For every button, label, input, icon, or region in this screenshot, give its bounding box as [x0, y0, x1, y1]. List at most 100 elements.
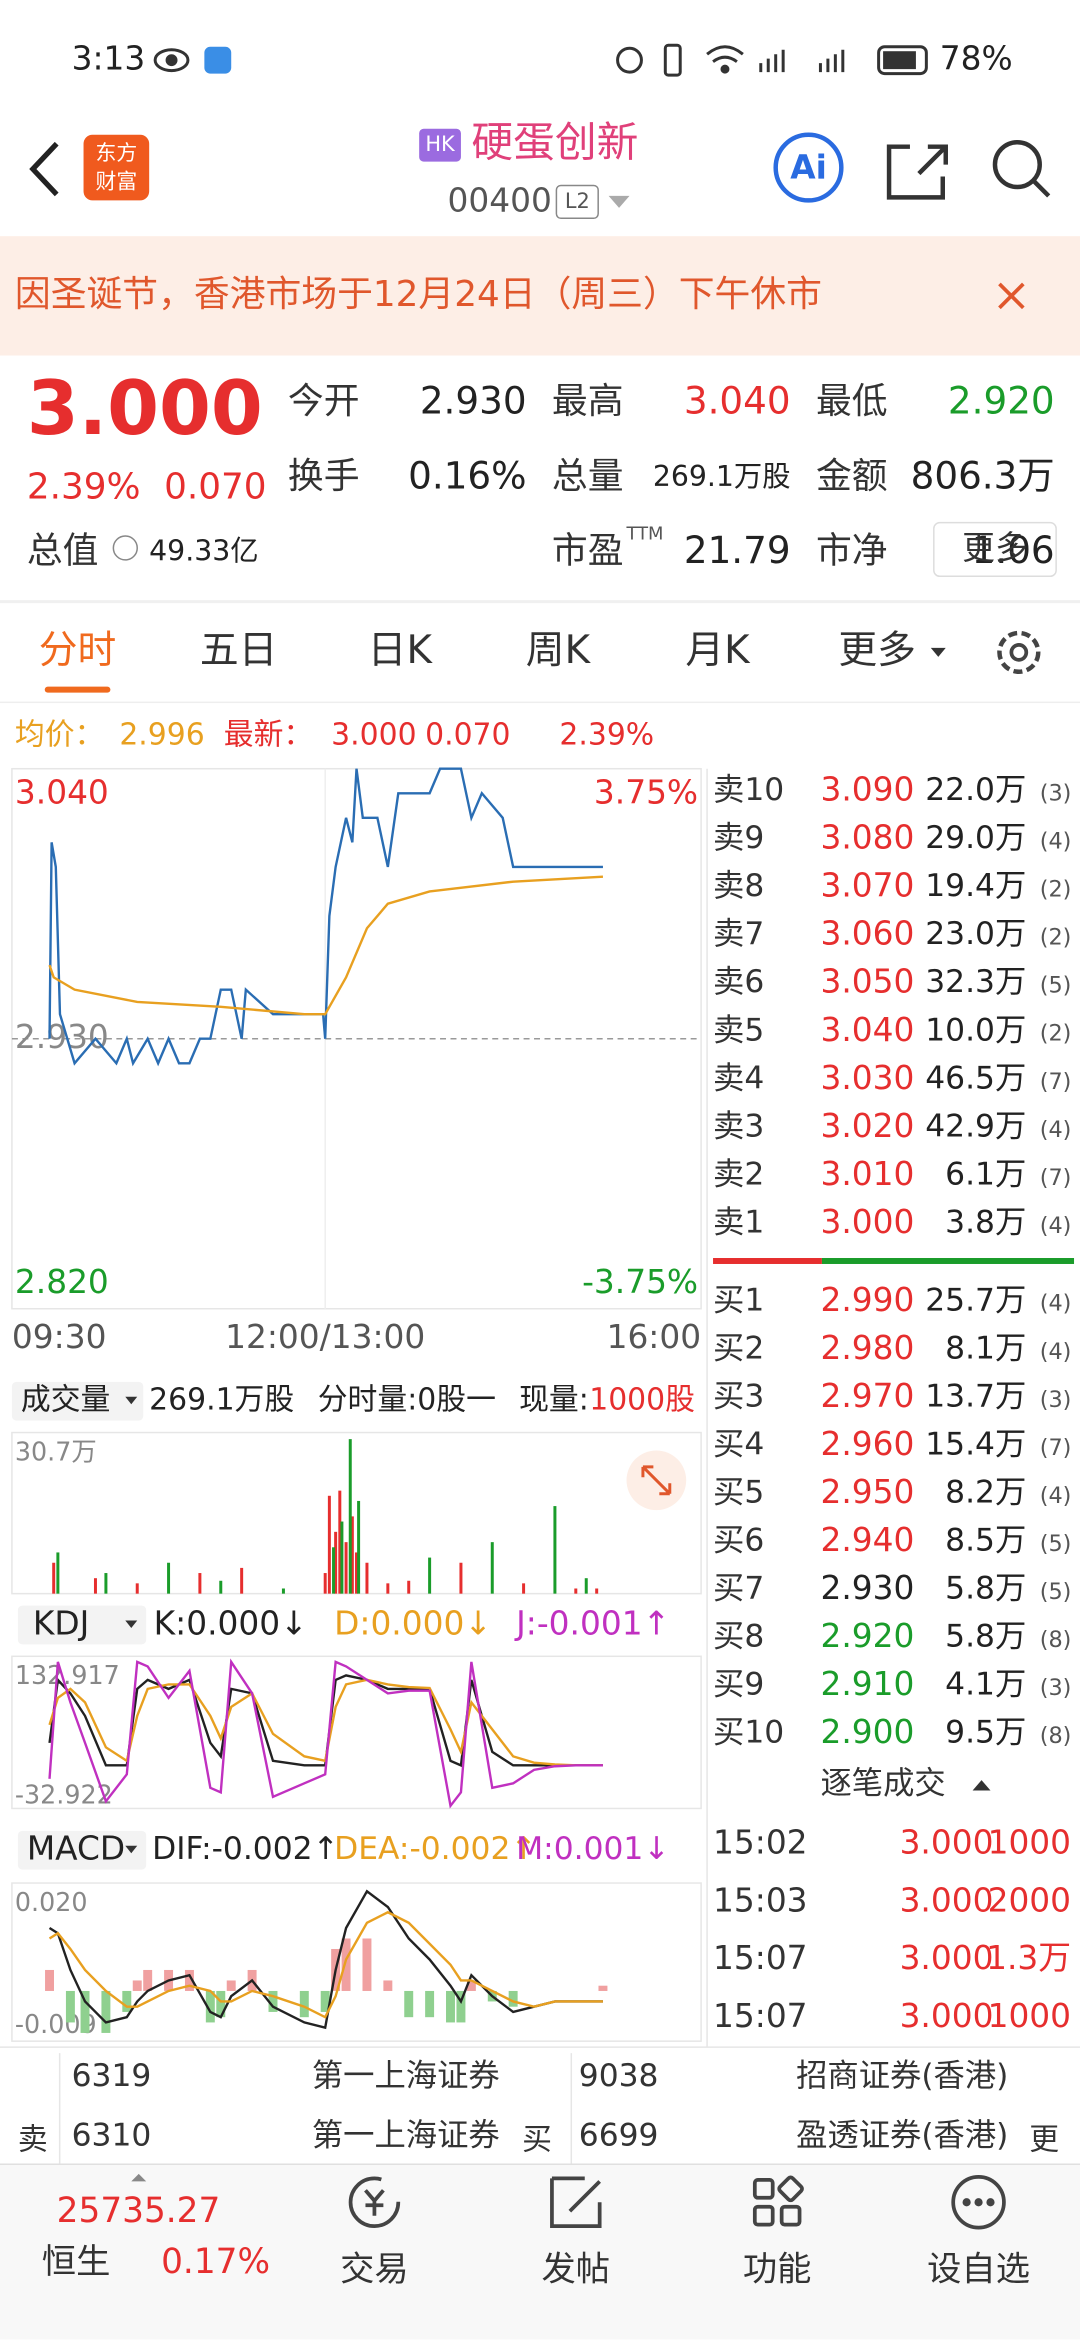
search-button[interactable] [992, 139, 1051, 198]
order-count: (3) [1040, 781, 1072, 807]
order-count: (8) [1040, 1627, 1072, 1653]
volume-dropdown[interactable] [125, 1396, 138, 1405]
info-icon[interactable] [112, 535, 138, 561]
order-count: (4) [1040, 1291, 1072, 1317]
ai-button[interactable] [773, 132, 844, 203]
stock-title: 硬蛋创新 [471, 118, 638, 167]
share-button[interactable] [886, 144, 948, 200]
tab[interactable]: 五日 [200, 628, 278, 673]
divider [0, 2163, 1080, 2165]
order-volume: 6.1万 [945, 1156, 1026, 1192]
order-count: (4) [1040, 1483, 1072, 1509]
bottom-nav [0, 2163, 1080, 2340]
order-label: 卖4 [713, 1060, 764, 1096]
volume-bar [219, 1580, 223, 1594]
trade-volume: 1000 [988, 1824, 1071, 1862]
more-button[interactable] [933, 521, 1057, 578]
settings-button[interactable] [997, 630, 1041, 675]
volume-bar [357, 1500, 361, 1594]
kdj-J [48, 1658, 603, 1809]
tab-dropdown[interactable] [930, 647, 946, 657]
stat-label: 市净 [816, 530, 888, 571]
volume-bar [93, 1578, 97, 1594]
kdj-selector[interactable] [17, 1605, 147, 1645]
macd-selector[interactable] [17, 1830, 147, 1870]
order-price: 2.930 [821, 1569, 915, 1607]
order-count: (4) [1040, 829, 1072, 855]
volume-bar [344, 1542, 348, 1594]
nav-item[interactable]: 设自选 [927, 2249, 1030, 2289]
stat-value: 3.040 [684, 379, 791, 423]
stat-label: 最高 [552, 381, 624, 422]
nav-item[interactable]: 功能 [743, 2249, 812, 2289]
order-volume: 46.5万 [925, 1060, 1026, 1096]
volume-bar [332, 1547, 336, 1594]
trade-price: 3.000 [900, 1939, 994, 1977]
order-volume: 8.1万 [945, 1330, 1026, 1366]
macd-bar [456, 1990, 466, 2023]
order-count: (2) [1040, 877, 1072, 903]
ai-text[interactable]: Ai [790, 149, 827, 187]
stat-label: 换手 [288, 456, 360, 497]
broker-more[interactable]: 更 [1029, 2123, 1059, 2158]
tab[interactable]: 月K [685, 628, 751, 673]
order-label: 买9 [713, 1667, 764, 1703]
index-value[interactable]: 25735.27 [57, 2191, 221, 2231]
kdj-dropdown[interactable] [125, 1620, 138, 1628]
volume-bar [355, 1552, 359, 1594]
order-volume: 19.4万 [925, 868, 1026, 904]
expand-button[interactable] [626, 1450, 687, 1511]
more-button-text[interactable]: 更多 [962, 529, 1028, 567]
order-price: 3.030 [821, 1059, 915, 1097]
logo-text: 东方 [95, 141, 137, 165]
tab-indicator [44, 686, 111, 693]
macd-bar [101, 1990, 111, 2033]
macd-bar [122, 1990, 132, 2012]
tab[interactable]: 日K [368, 628, 434, 673]
m-value: M:0.001↓ [516, 1831, 669, 1867]
change-pct: 2.39% [27, 466, 141, 507]
volume-selector[interactable] [11, 1381, 144, 1421]
macd-bar [65, 1990, 75, 2023]
broker-id: 6699 [579, 2118, 659, 2154]
broker-id: 9038 [579, 2058, 659, 2094]
notice-close[interactable] [998, 282, 1025, 310]
tab[interactable]: 更多 [838, 628, 916, 673]
nav-item[interactable]: 交易 [340, 2249, 409, 2289]
macd-dropdown[interactable] [125, 1845, 138, 1854]
broker-name: 盈透证券(香港) [796, 2118, 1008, 2154]
volume-bar [595, 1588, 599, 1594]
macd-bar [383, 1980, 393, 1991]
k-value: K:0.000↓ [154, 1604, 308, 1642]
order-count: (7) [1040, 1069, 1072, 1095]
code-dropdown[interactable] [608, 195, 630, 208]
tab[interactable]: 分时 [39, 628, 117, 673]
order-volume: 29.0万 [925, 820, 1026, 856]
order-price: 2.920 [821, 1617, 915, 1655]
order-price: 2.980 [821, 1329, 915, 1367]
order-label: 买4 [713, 1426, 764, 1462]
stat-value: 2.930 [420, 379, 527, 423]
trades-toggle[interactable] [972, 1780, 991, 1791]
trade-price: 3.000 [900, 1824, 994, 1862]
trades-title[interactable]: 逐笔成交 [820, 1766, 945, 1802]
order-count: (7) [1040, 1165, 1072, 1191]
tab[interactable]: 周K [526, 628, 592, 673]
trade-time: 15:07 [713, 1997, 808, 2035]
trade-time: 15:02 [713, 1824, 808, 1862]
nav-item[interactable]: 发帖 [541, 2249, 610, 2289]
order-price: 3.010 [821, 1155, 915, 1193]
order-label: 买10 [713, 1715, 784, 1751]
back-button[interactable] [29, 141, 59, 197]
index-expand[interactable] [131, 2173, 147, 2182]
macd-bar [404, 1990, 414, 2018]
volume-bar [553, 1506, 557, 1594]
broker-buy-label: 买 [522, 2123, 552, 2158]
volume-total: 269.1万股 [149, 1383, 294, 1418]
status-icons [153, 43, 928, 77]
volume-bar [56, 1552, 60, 1594]
macd-bar [184, 1969, 194, 1991]
order-volume: 32.3万 [925, 964, 1026, 1000]
order-label: 卖9 [713, 820, 764, 856]
